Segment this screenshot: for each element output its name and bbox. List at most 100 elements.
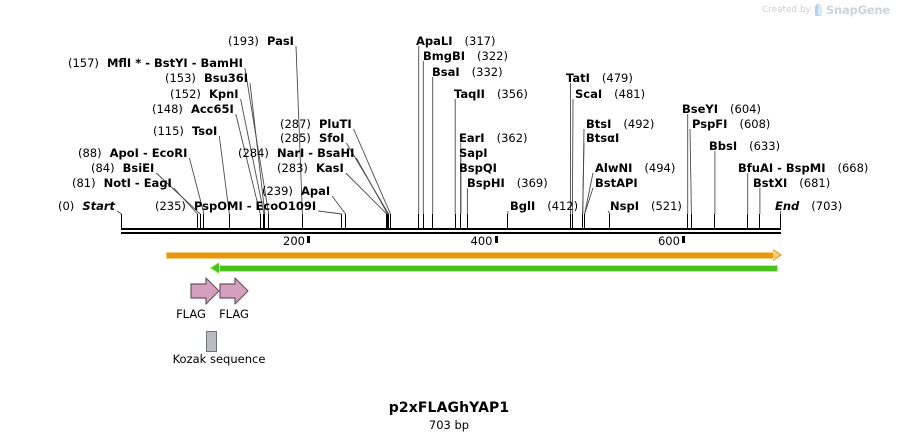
green-feature-arrowhead-icon[interactable] xyxy=(209,262,219,274)
enzyme-label-acc65I[interactable]: (148) Acc65I xyxy=(152,103,234,115)
enzyme-position: (479) xyxy=(601,71,633,85)
restriction-site-tick[interactable] xyxy=(571,214,573,228)
enzyme-label-taqII[interactable]: TaqII (356) xyxy=(454,88,528,100)
restriction-site-tick[interactable] xyxy=(460,214,462,228)
orange-feature-bar[interactable] xyxy=(166,252,774,259)
green-feature-bar[interactable] xyxy=(219,265,778,272)
restriction-site-tick[interactable] xyxy=(432,214,434,228)
enzyme-name: EarI xyxy=(459,131,485,145)
restriction-site-tick[interactable] xyxy=(570,214,572,228)
enzyme-label-bstAPI[interactable]: BstAPI xyxy=(595,177,638,189)
enzyme-label-kpnI[interactable]: (152) KpnI xyxy=(170,88,239,100)
enzyme-label-pspOMI[interactable]: (235) PspOMI - EcoO109I xyxy=(155,200,316,212)
enzyme-label-bsaI[interactable]: BsaI (332) xyxy=(432,66,503,78)
restriction-site-tick[interactable] xyxy=(780,214,781,228)
restriction-site-tick[interactable] xyxy=(422,214,424,228)
enzyme-label-earI[interactable]: EarI (362) xyxy=(459,132,528,144)
enzyme-name: BstXI xyxy=(753,176,788,190)
restriction-site-tick[interactable] xyxy=(507,214,509,228)
restriction-site-tick[interactable] xyxy=(196,214,198,228)
enzyme-name: BseYI xyxy=(682,102,719,116)
enzyme-label-kasI[interactable]: (283) KasI xyxy=(277,162,344,174)
restriction-site-tick[interactable] xyxy=(268,214,270,228)
enzyme-label-pasI[interactable]: (193) PasI xyxy=(228,35,294,47)
enzyme-label-bseYI[interactable]: BseYI (604) xyxy=(682,103,761,115)
enzyme-label-tsoI[interactable]: (115) TsoI xyxy=(153,125,217,137)
watermark-brand-text: SnapGene xyxy=(825,3,890,17)
enzyme-label-notI[interactable]: (81) NotI - EagI xyxy=(72,177,172,189)
enzyme-label-bsu36I[interactable]: (153) Bsu36I xyxy=(165,72,248,84)
enzyme-position: (317) xyxy=(464,34,496,48)
enzyme-label-nspI[interactable]: NspI (521) xyxy=(610,200,682,212)
restriction-site-tick[interactable] xyxy=(301,214,303,228)
enzyme-label-btsI[interactable]: BtsI (492) xyxy=(586,118,654,130)
restriction-site-tick[interactable] xyxy=(687,214,689,228)
restriction-site-tick[interactable] xyxy=(386,214,388,228)
restriction-site-tick[interactable] xyxy=(584,214,586,228)
restriction-site-tick[interactable] xyxy=(582,214,584,228)
enzyme-label-mflI[interactable]: (157) MflI * - BstYI - BamHI xyxy=(68,57,243,69)
enzyme-name: PluTI xyxy=(318,117,352,131)
enzyme-label-pluTI[interactable]: (287) PluTI xyxy=(280,118,352,130)
restriction-site-tick[interactable] xyxy=(388,214,390,228)
enzyme-name: TaqII xyxy=(454,87,485,101)
enzyme-label-bspQI[interactable]: BspQI xyxy=(459,162,497,174)
restriction-site-tick[interactable] xyxy=(747,214,749,228)
restriction-site-tick[interactable] xyxy=(387,214,389,228)
restriction-site-tick[interactable] xyxy=(203,214,205,228)
ruler-tick-600 xyxy=(682,236,686,243)
enzyme-label-apaLI[interactable]: ApaLI (317) xyxy=(416,35,495,47)
restriction-site-tick[interactable] xyxy=(466,214,468,228)
restriction-site-tick[interactable] xyxy=(690,214,692,228)
restriction-site-tick[interactable] xyxy=(390,214,392,228)
restriction-site-tick[interactable] xyxy=(264,214,266,228)
enzyme-label-bglI[interactable]: BglI (412) xyxy=(510,200,578,212)
flag-tag-label-2: FLAG xyxy=(219,307,249,321)
restriction-site-tick[interactable] xyxy=(418,214,420,228)
restriction-site-tick[interactable] xyxy=(263,214,265,228)
enzyme-label-scaI[interactable]: ScaI (481) xyxy=(575,88,645,100)
orange-feature-arrowhead-icon[interactable] xyxy=(773,249,782,261)
enzyme-position: (481) xyxy=(614,87,646,101)
restriction-site-tick[interactable] xyxy=(341,214,343,228)
kozak-sequence-box[interactable] xyxy=(206,331,217,352)
enzyme-name: Acc65I xyxy=(190,102,234,116)
enzyme-label-bspHI[interactable]: BspHI (369) xyxy=(467,177,548,189)
enzyme-label-bsiEI[interactable]: (84) BsiEI xyxy=(91,162,154,174)
restriction-site-tick[interactable] xyxy=(228,214,230,228)
enzyme-label-start[interactable]: (0) Start xyxy=(58,200,115,212)
enzyme-name: BsaI xyxy=(432,65,460,79)
enzyme-name: BfuAI - BspMI xyxy=(738,161,826,175)
restriction-site-tick[interactable] xyxy=(454,214,456,228)
restriction-site-tick[interactable] xyxy=(345,214,347,228)
enzyme-label-end[interactable]: End (703) xyxy=(775,200,842,212)
enzyme-label-sfoI[interactable]: (285) SfoI xyxy=(280,132,344,144)
enzyme-label-apaI[interactable]: (239) ApaI xyxy=(262,185,330,197)
enzyme-label-bfuAI[interactable]: BfuAI - BspMI (668) xyxy=(738,162,868,174)
enzyme-name: BspQI xyxy=(459,161,497,175)
enzyme-label-pspFI[interactable]: PspFI (608) xyxy=(692,118,770,130)
enzyme-name: PspOMI - EcoO109I xyxy=(193,199,317,213)
restriction-site-tick[interactable] xyxy=(121,214,122,228)
enzyme-label-apoI[interactable]: (88) ApoI - EcoRI xyxy=(78,147,187,159)
enzyme-leader-line xyxy=(584,172,594,215)
flag-tag-arrow-2[interactable] xyxy=(219,277,249,305)
enzyme-leader-line xyxy=(355,157,389,215)
enzyme-label-bbsI[interactable]: BbsI (633) xyxy=(709,140,780,152)
enzyme-label-narI[interactable]: (284) NarI - BsaHI xyxy=(238,147,354,159)
enzyme-label-bstXI[interactable]: BstXI (681) xyxy=(753,177,830,189)
enzyme-label-bmgBI[interactable]: BmgBI (322) xyxy=(423,50,508,62)
enzyme-label-alwNI[interactable]: AlwNI (494) xyxy=(595,162,675,174)
enzyme-name: PspFI xyxy=(692,117,728,131)
enzyme-position: (239) xyxy=(262,184,293,198)
flag-tag-arrow-1[interactable] xyxy=(190,277,220,305)
restriction-site-tick[interactable] xyxy=(609,214,611,228)
restriction-site-tick[interactable] xyxy=(714,214,716,228)
enzyme-label-sapI[interactable]: SapI xyxy=(459,147,488,159)
restriction-site-tick[interactable] xyxy=(259,214,261,228)
restriction-site-tick[interactable] xyxy=(199,214,201,228)
enzyme-label-tatI[interactable]: TatI (479) xyxy=(566,72,633,84)
restriction-site-tick[interactable] xyxy=(759,214,761,228)
enzyme-label-btsaI[interactable]: BtsαI xyxy=(586,132,619,144)
watermark-created-by-text: Created by xyxy=(762,5,811,15)
